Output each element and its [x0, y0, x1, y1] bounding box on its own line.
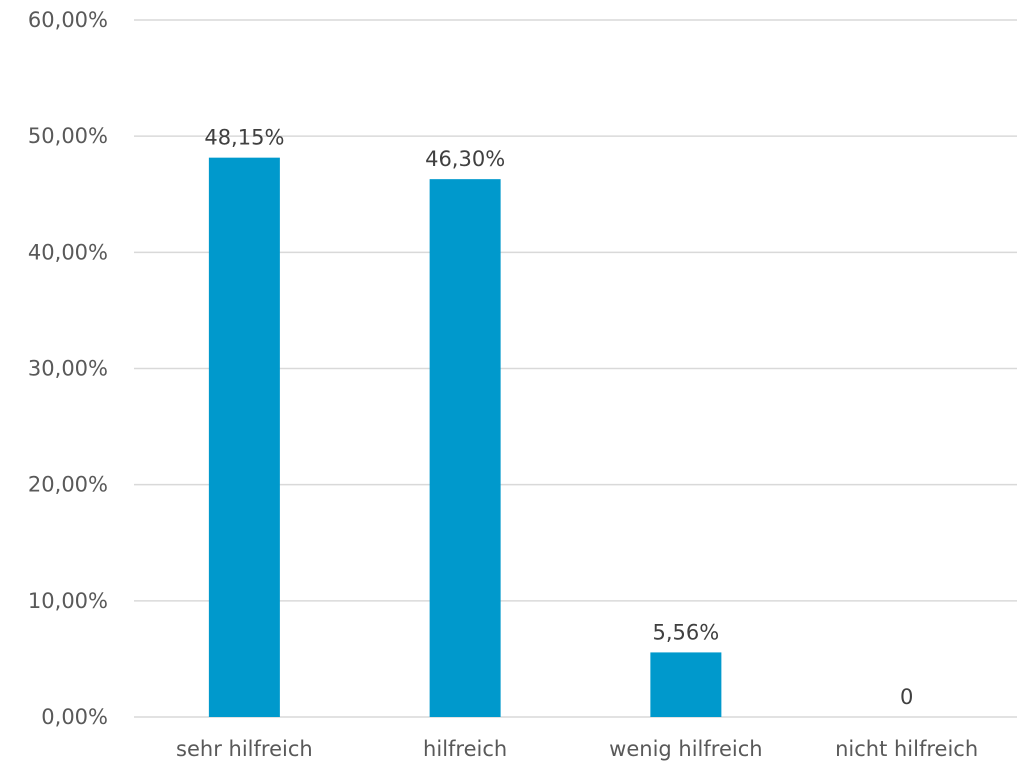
- y-tick-label: 10,00%: [28, 589, 108, 613]
- y-tick-label: 40,00%: [28, 240, 108, 264]
- gridlines: [134, 19, 1017, 718]
- x-category-label: hilfreich: [423, 737, 507, 761]
- y-tick-label: 50,00%: [28, 124, 108, 148]
- bars: [208, 157, 722, 718]
- data-label: 48,15%: [204, 126, 284, 150]
- x-category-label: nicht hilfreich: [835, 737, 978, 761]
- bar: [650, 652, 722, 717]
- bar: [208, 157, 280, 718]
- bar: [429, 179, 501, 718]
- x-axis-category-labels: sehr hilfreich hilfreich wenig hilfreich ni…: [176, 737, 978, 761]
- data-label: 5,56%: [653, 620, 720, 644]
- y-axis-tick-labels: 0,00% 10,00% 20,00% 30,00% 40,00% 50,00% 60,00…: [28, 8, 108, 729]
- x-category-label: wenig hilfreich: [609, 737, 762, 761]
- data-label: 46,30%: [425, 147, 505, 171]
- y-tick-label: 0,00%: [41, 705, 108, 729]
- y-tick-label: 20,00%: [28, 473, 108, 497]
- y-tick-label: 30,00%: [28, 357, 108, 381]
- y-tick-label: 60,00%: [28, 8, 108, 32]
- data-label: 0: [900, 685, 913, 709]
- x-category-label: sehr hilfreich: [176, 737, 313, 761]
- data-labels: 48,15% 46,30% 5,56% 0: [204, 126, 913, 709]
